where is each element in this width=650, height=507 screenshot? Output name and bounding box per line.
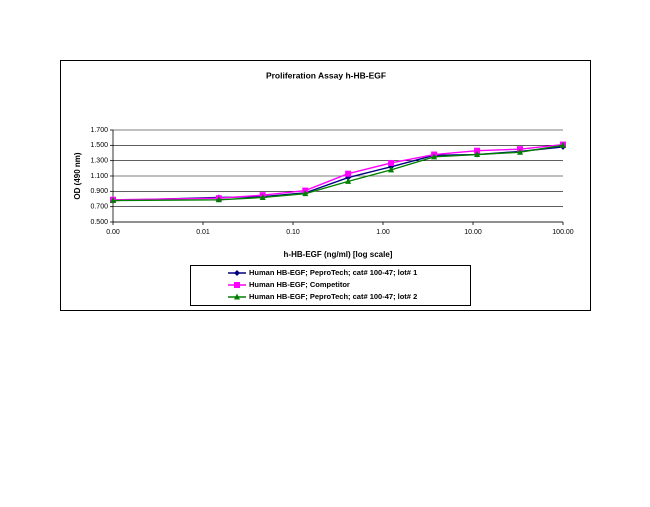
data-point: [517, 148, 524, 155]
series-line: [112, 143, 564, 201]
y-tick-label: 1.100: [90, 173, 108, 180]
y-axis-title: OD (490 nm): [73, 152, 82, 199]
data-point: [388, 159, 395, 166]
legend-label: Human HB-EGF; PeproTech; cat# 100-47; lo…: [249, 268, 417, 277]
x-tick-label: 0.01: [196, 229, 210, 236]
y-tick-label: 0.900: [90, 188, 108, 195]
x-tick-label: 0.00: [106, 229, 120, 236]
legend-marker: [234, 293, 240, 300]
x-tick-label: 100.00: [552, 229, 574, 236]
x-axis-title: h-HB-EGF (ng/ml) [log scale]: [284, 250, 393, 259]
data-point: [474, 147, 481, 154]
data-point: [431, 153, 438, 160]
data-point: [345, 177, 352, 184]
data-point: [474, 151, 481, 158]
series-line: [112, 144, 564, 202]
legend-label: Human HB-EGF; Competitor: [249, 280, 350, 289]
y-tick-label: 1.500: [90, 142, 108, 149]
data-point: [215, 196, 222, 203]
y-tick-label: 1.300: [90, 158, 108, 165]
data-point: [345, 170, 352, 177]
data-point: [259, 193, 266, 200]
data-point: [388, 166, 395, 173]
chart-title: Proliferation Assay h-HB-EGF: [266, 70, 386, 80]
data-point: [110, 197, 116, 204]
x-tick-label: 0.10: [286, 229, 300, 236]
data-point: [302, 190, 309, 197]
x-tick-label: 10.00: [464, 229, 482, 236]
x-tick-label: 1.00: [376, 229, 390, 236]
y-tick-label: 0.500: [90, 219, 108, 226]
data-point: [560, 141, 566, 148]
legend-marker: [234, 282, 240, 288]
legend-label: Human HB-EGF; PeproTech; cat# 100-47; lo…: [249, 292, 417, 301]
y-tick-label: 1.700: [90, 127, 108, 134]
y-tick-label: 0.700: [90, 204, 108, 211]
legend-marker: [234, 270, 240, 276]
